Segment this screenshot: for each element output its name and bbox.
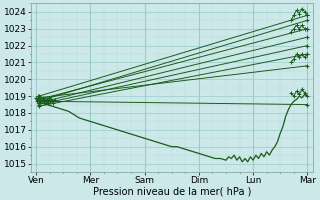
X-axis label: Pression niveau de la mer( hPa ): Pression niveau de la mer( hPa ) (92, 187, 251, 197)
